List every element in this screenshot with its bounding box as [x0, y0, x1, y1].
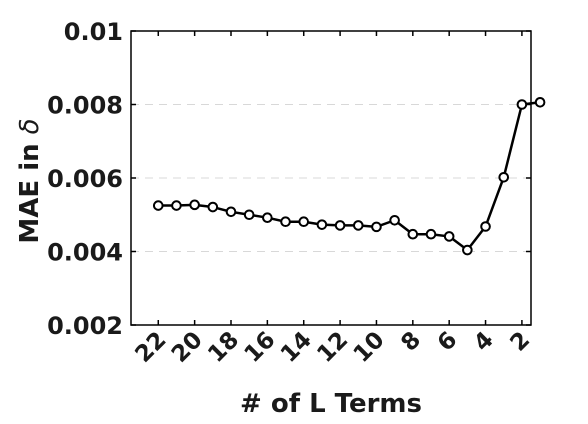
series	[152, 96, 546, 256]
data-point	[389, 214, 400, 226]
x-tick-label: 4	[469, 327, 499, 357]
x-tick-label: 2	[505, 327, 535, 357]
x-tick-label: 14	[276, 327, 317, 368]
data-point	[462, 244, 473, 256]
data-point	[225, 206, 237, 218]
y-axis-label-symbol: δ	[15, 118, 45, 134]
data-point	[152, 200, 164, 211]
data-point	[171, 200, 182, 211]
data-point	[498, 171, 510, 183]
y-tick-label: 0.004	[47, 239, 123, 267]
data-point	[298, 216, 310, 228]
y-tick-label: 0.002	[47, 312, 123, 340]
x-tick-label: 12	[312, 327, 353, 368]
y-tick-label: 0.006	[47, 165, 123, 193]
data-point	[371, 221, 382, 233]
data-point	[480, 221, 491, 232]
x-axis-label: # of L Terms	[240, 389, 422, 419]
x-tick-label: 18	[203, 327, 244, 368]
y-tick-label: 0.008	[47, 92, 123, 120]
data-point	[352, 220, 364, 231]
data-point	[316, 219, 328, 230]
data-point	[262, 212, 273, 223]
data-point	[189, 199, 200, 211]
data-point	[534, 96, 546, 108]
data-point	[443, 231, 455, 242]
y-axis-label-text: MAE in	[15, 143, 45, 243]
data-point	[407, 228, 419, 240]
series-line	[158, 101, 541, 252]
x-tick-label: 10	[349, 327, 390, 368]
y-tick-label: 0.01	[64, 18, 123, 46]
grid-lines	[131, 104, 531, 252]
x-tick-label: 6	[433, 327, 463, 357]
data-point	[280, 216, 291, 228]
data-point	[425, 228, 437, 240]
data-point	[334, 220, 346, 231]
x-tick-label: 8	[396, 327, 426, 357]
x-tick-label: 16	[240, 327, 281, 368]
x-tick-label: 22	[130, 327, 171, 368]
x-tick-label: 20	[167, 327, 208, 368]
axis-ticks	[131, 30, 531, 326]
data-point	[243, 209, 255, 221]
data-point	[516, 99, 528, 110]
y-tick-labels: 0.002 0.004 0.006 0.008 0.01	[47, 18, 123, 340]
data-point	[207, 201, 219, 213]
y-axis-label: MAE in δ	[15, 118, 45, 243]
